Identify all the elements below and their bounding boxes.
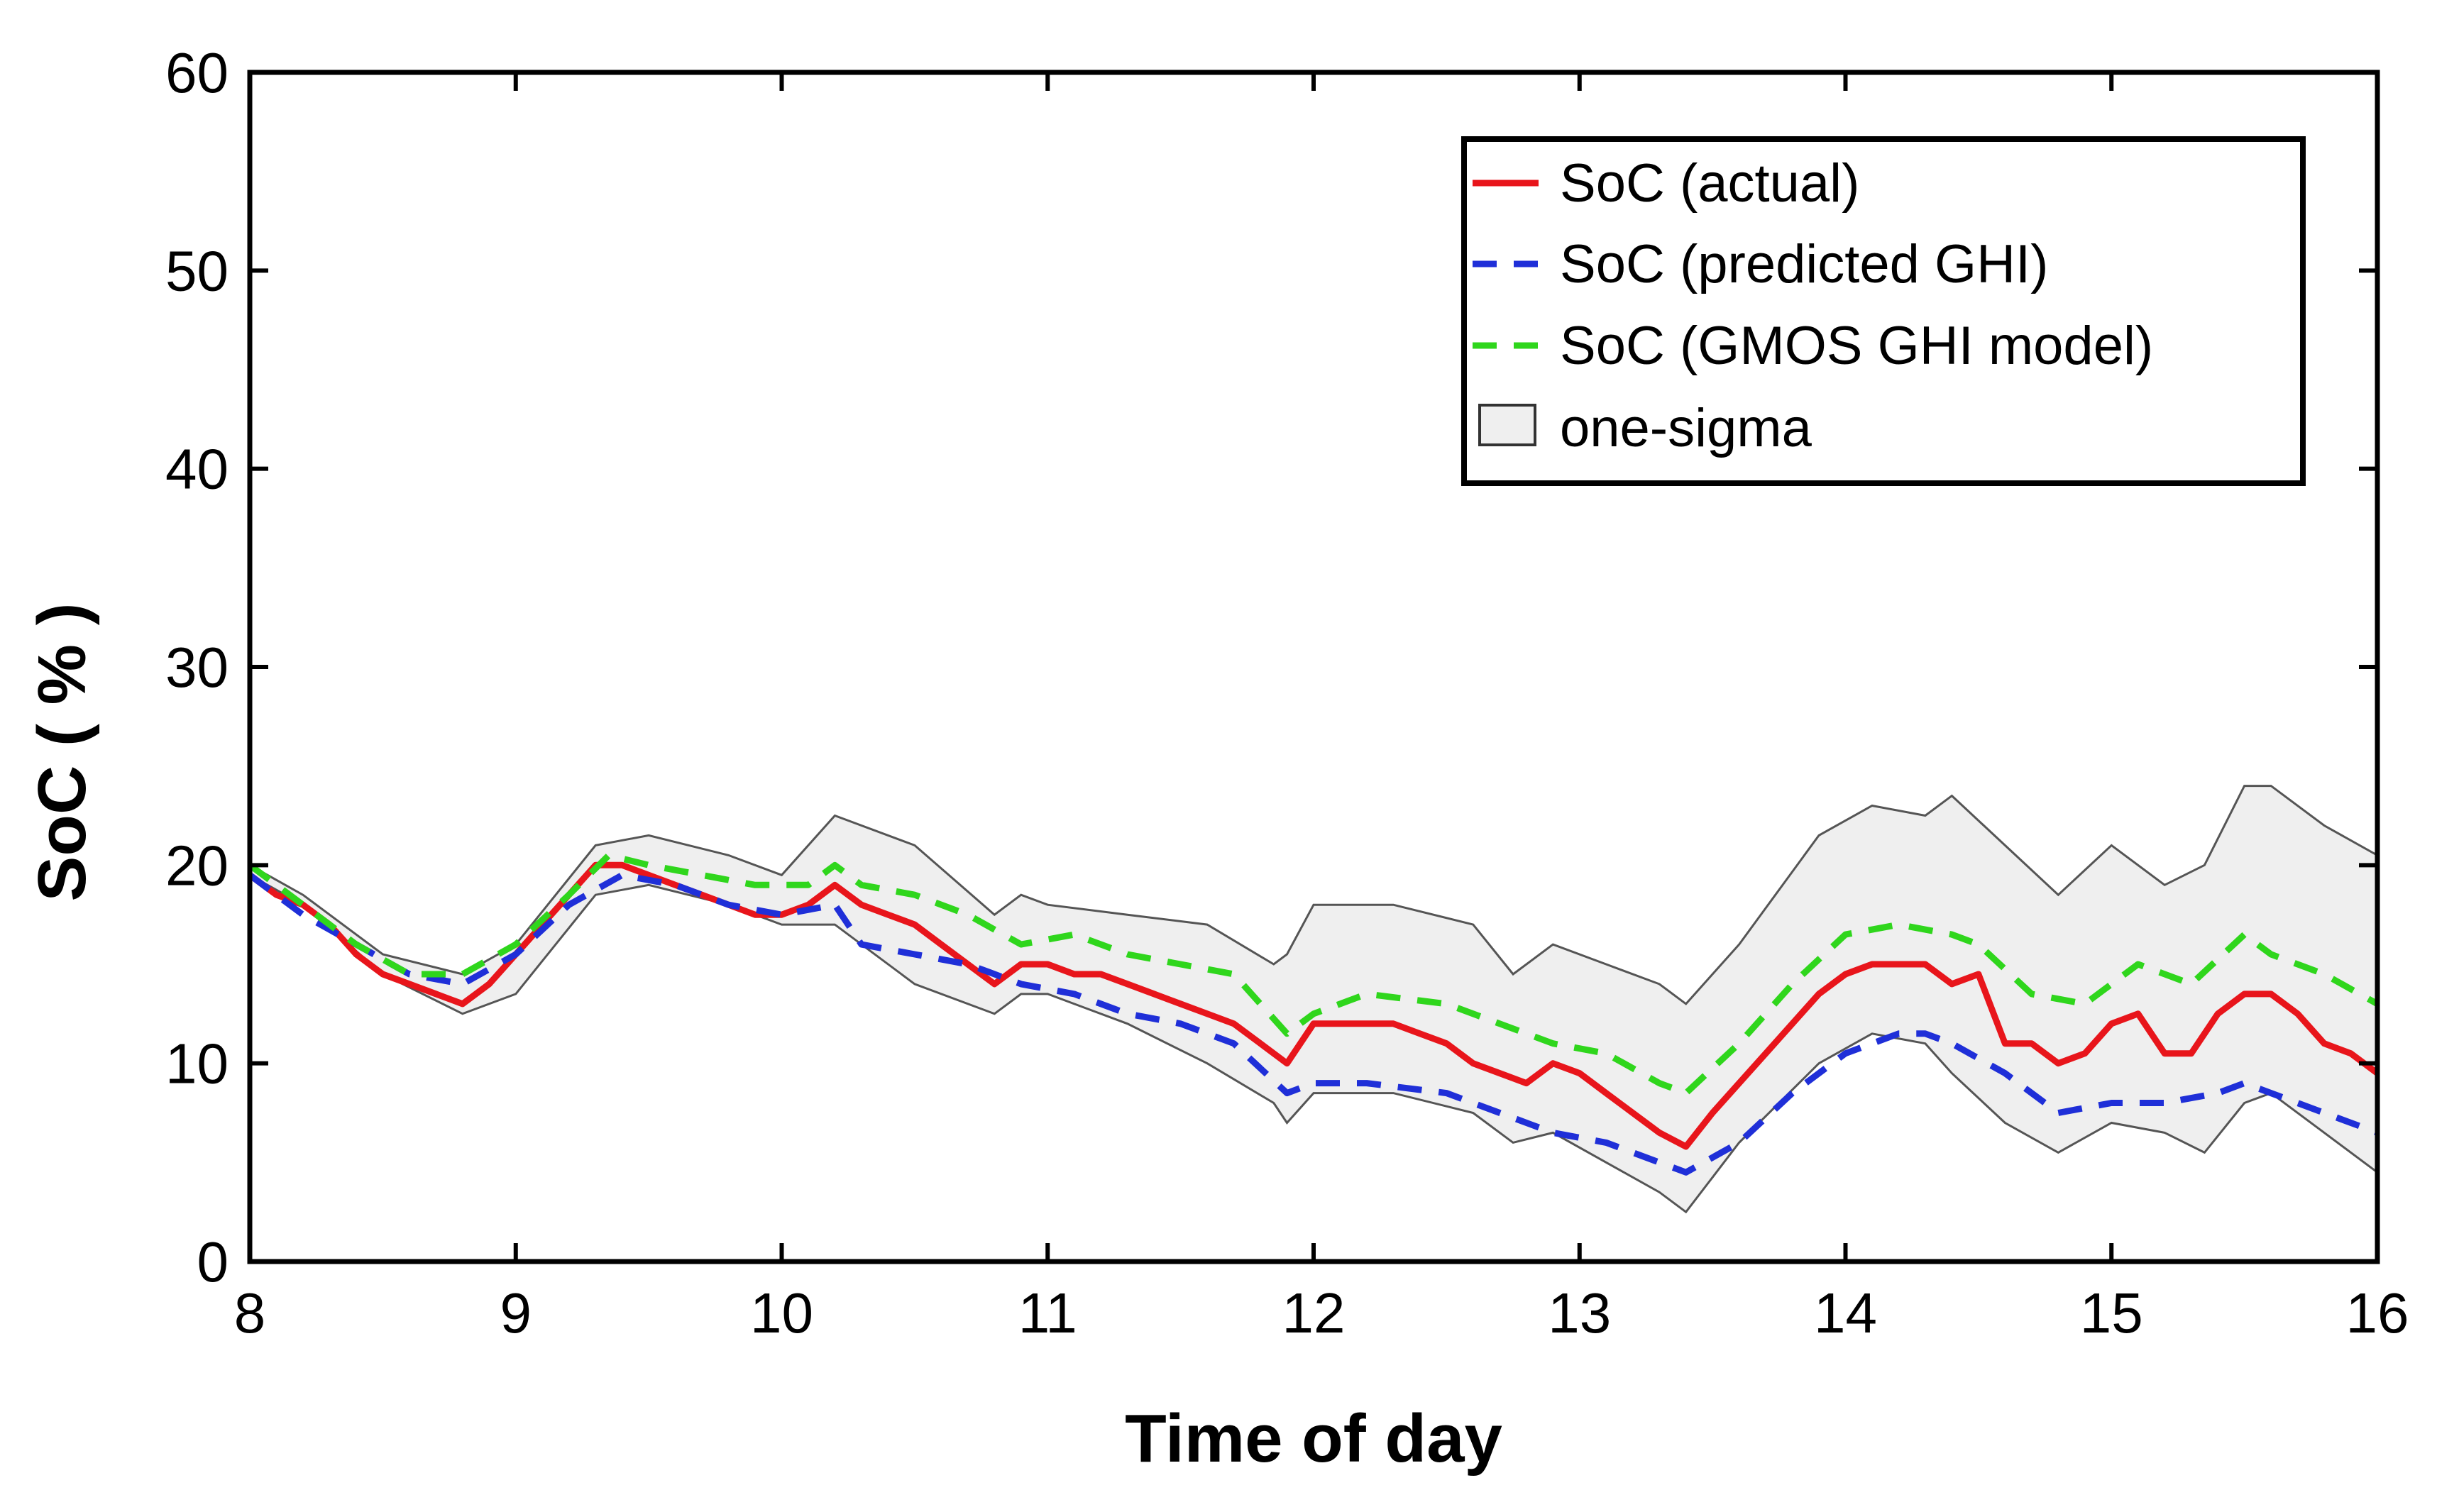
y-tick-label: 10	[165, 1032, 229, 1096]
y-tick-label: 50	[165, 239, 229, 302]
series-layer	[248, 851, 2380, 1176]
y-tick-label: 0	[197, 1230, 229, 1293]
legend-label-one-sigma: one-sigma	[1560, 398, 1812, 458]
x-tick-label: 10	[750, 1281, 813, 1345]
y-axis-title: SoC ( % )	[24, 602, 100, 901]
y-tick-label: 60	[165, 41, 229, 104]
y-tick-label: 20	[165, 834, 229, 897]
one-sigma-band-layer	[249, 785, 2378, 1214]
x-tick-label: 13	[1548, 1281, 1611, 1345]
x-tick-label: 11	[1018, 1281, 1077, 1345]
x-tick-label: 12	[1282, 1281, 1346, 1345]
one-sigma-upper-edge	[249, 785, 2378, 1005]
x-tick-label: 8	[234, 1281, 266, 1345]
legend-box	[1461, 136, 2306, 486]
axes-layer: 8 9 10 11 12 13 14 15 16 0 10 20 30 40 50 60	[165, 41, 2409, 1345]
y-tick-label: 30	[165, 636, 229, 699]
x-tick-label: 16	[2346, 1281, 2409, 1345]
x-tick-label: 15	[2080, 1281, 2143, 1345]
legend-label-soc-predicted-ghi: SoC (predicted GHI)	[1560, 234, 2048, 294]
series-line-soc-gmos-ghi-model	[248, 851, 2380, 1097]
series-line-soc-actual	[248, 861, 2380, 1150]
one-sigma-lower-edge	[249, 873, 2378, 1214]
one-sigma-band	[250, 785, 2377, 1213]
x-tick-label: 14	[1814, 1281, 1877, 1345]
legend-label-soc-actual: SoC (actual)	[1560, 153, 1859, 214]
legend: SoC (actual) SoC (predicted GHI) SoC (GMOS…	[1461, 136, 2306, 486]
x-axis-title: Time of day	[1125, 1401, 1502, 1477]
legend-label-soc-gmos-ghi-model: SoC (GMOS GHI model)	[1560, 316, 2153, 376]
x-tick-label: 9	[500, 1281, 532, 1345]
y-tick-label: 40	[165, 438, 229, 501]
legend-swatch-one-sigma	[1478, 404, 1536, 446]
